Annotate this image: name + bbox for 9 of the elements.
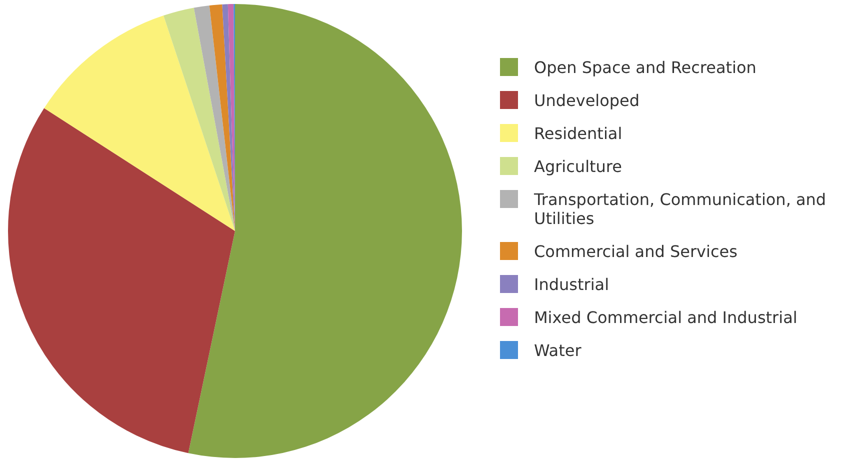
legend-label: Transportation, Communication, and Utilities bbox=[534, 190, 828, 228]
legend-label: Water bbox=[534, 341, 582, 360]
legend-label: Commercial and Services bbox=[534, 242, 738, 261]
legend-label: Agriculture bbox=[534, 157, 622, 176]
legend-label: Undeveloped bbox=[534, 91, 640, 110]
legend-label: Residential bbox=[534, 124, 622, 143]
legend-label: Open Space and Recreation bbox=[534, 58, 756, 77]
legend-label: Mixed Commercial and Industrial bbox=[534, 308, 798, 327]
legend-label: Industrial bbox=[534, 275, 610, 294]
